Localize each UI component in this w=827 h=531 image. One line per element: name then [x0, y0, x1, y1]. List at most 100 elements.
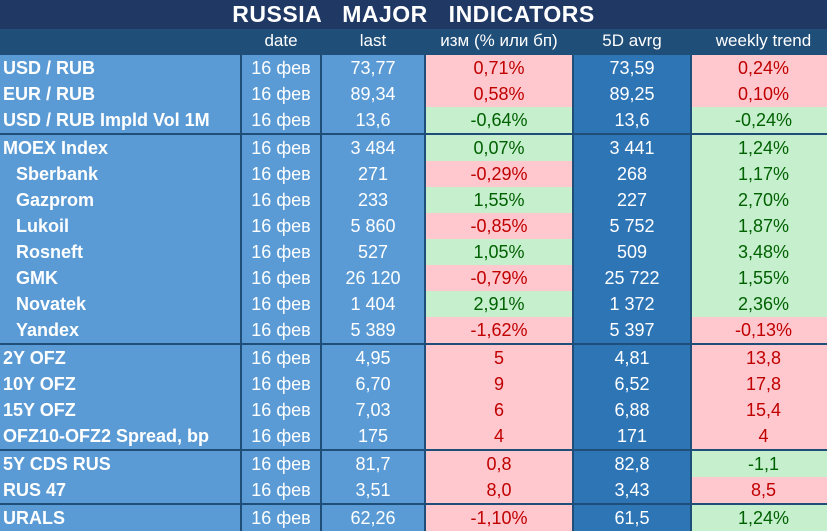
row-last: 89,34 — [322, 81, 424, 107]
row-date: 16 фев — [242, 135, 320, 161]
header-last: last — [322, 29, 424, 55]
row-weekly-trend: 0,10% — [692, 81, 827, 107]
table-row: OFZ10-OFZ2 Spread, bp 16 фев 175 4 171 4 — [0, 423, 827, 449]
table-row: MOEX Index 16 фев 3 484 0,07% 3 441 1,24% — [0, 133, 827, 161]
row-weekly-trend: 0,24% — [692, 55, 827, 81]
row-last: 26 120 — [322, 265, 424, 291]
table-row: RUS 47 16 фев 3,51 8,0 3,43 8,5 — [0, 477, 827, 503]
row-weekly-trend: -0,24% — [692, 107, 827, 133]
row-weekly-trend: 1,24% — [692, 505, 827, 531]
row-name: Novatek — [0, 291, 240, 317]
table-row: EUR / RUB 16 фев 89,34 0,58% 89,25 0,10% — [0, 81, 827, 107]
header-row: date last изм (% или бп) 5D avrg weekly … — [0, 29, 827, 55]
row-last: 7,03 — [322, 397, 424, 423]
row-5d-average: 6,52 — [574, 371, 690, 397]
row-name: USD / RUB Impld Vol 1M — [0, 107, 240, 133]
table-row: USD / RUB 16 фев 73,77 0,71% 73,59 0,24% — [0, 55, 827, 81]
row-last: 4,95 — [322, 345, 424, 371]
row-5d-average: 171 — [574, 423, 690, 449]
row-change: 0,07% — [426, 135, 572, 161]
row-last: 527 — [322, 239, 424, 265]
row-change: 5 — [426, 345, 572, 371]
row-weekly-trend: 1,55% — [692, 265, 827, 291]
row-change: -0,64% — [426, 107, 572, 133]
header-name — [0, 29, 240, 55]
table-row: 5Y CDS RUS 16 фев 81,7 0,8 82,8 -1,1 — [0, 449, 827, 477]
row-last: 233 — [322, 187, 424, 213]
header-date: date — [242, 29, 320, 55]
row-date: 16 фев — [242, 187, 320, 213]
row-weekly-trend: 15,4 — [692, 397, 827, 423]
row-5d-average: 509 — [574, 239, 690, 265]
row-change: 1,55% — [426, 187, 572, 213]
row-change: 0,71% — [426, 55, 572, 81]
row-5d-average: 227 — [574, 187, 690, 213]
table-row: GMK 16 фев 26 120 -0,79% 25 722 1,55% — [0, 265, 827, 291]
row-weekly-trend: 2,70% — [692, 187, 827, 213]
row-5d-average: 3 441 — [574, 135, 690, 161]
header-change: изм (% или бп) — [426, 29, 572, 55]
row-change: 9 — [426, 371, 572, 397]
row-date: 16 фев — [242, 477, 320, 503]
row-5d-average: 3,43 — [574, 477, 690, 503]
table-row: Sberbank 16 фев 271 -0,29% 268 1,17% — [0, 161, 827, 187]
row-change: 6 — [426, 397, 572, 423]
row-name: URALS — [0, 505, 240, 531]
row-weekly-trend: 8,5 — [692, 477, 827, 503]
table-row: URALS 16 фев 62,26 -1,10% 61,5 1,24% — [0, 503, 827, 531]
row-5d-average: 82,8 — [574, 451, 690, 477]
row-name: 5Y CDS RUS — [0, 451, 240, 477]
row-5d-average: 5 397 — [574, 317, 690, 343]
row-date: 16 фев — [242, 317, 320, 343]
table-row: USD / RUB Impld Vol 1M 16 фев 13,6 -0,64% 13… — [0, 107, 827, 133]
row-name: Rosneft — [0, 239, 240, 265]
row-change: 0,8 — [426, 451, 572, 477]
table-row: 10Y OFZ 16 фев 6,70 9 6,52 17,8 — [0, 371, 827, 397]
header-weekly-trend: weekly trend — [692, 29, 827, 55]
row-weekly-trend: 1,87% — [692, 213, 827, 239]
row-weekly-trend: -0,13% — [692, 317, 827, 343]
row-date: 16 фев — [242, 55, 320, 81]
row-name: USD / RUB — [0, 55, 240, 81]
data-rows: USD / RUB 16 фев 73,77 0,71% 73,59 0,24% EUR /… — [0, 55, 827, 531]
row-weekly-trend: 2,36% — [692, 291, 827, 317]
row-date: 16 фев — [242, 505, 320, 531]
table-row: Yandex 16 фев 5 389 -1,62% 5 397 -0,13% — [0, 317, 827, 343]
row-name: RUS 47 — [0, 477, 240, 503]
table-row: Gazprom 16 фев 233 1,55% 227 2,70% — [0, 187, 827, 213]
row-5d-average: 89,25 — [574, 81, 690, 107]
row-date: 16 фев — [242, 107, 320, 133]
row-name: 15Y OFZ — [0, 397, 240, 423]
row-date: 16 фев — [242, 371, 320, 397]
table-row: Novatek 16 фев 1 404 2,91% 1 372 2,36% — [0, 291, 827, 317]
header-5d-average: 5D avrg — [574, 29, 690, 55]
table-row: 15Y OFZ 16 фев 7,03 6 6,88 15,4 — [0, 397, 827, 423]
row-5d-average: 6,88 — [574, 397, 690, 423]
row-change: -0,29% — [426, 161, 572, 187]
row-date: 16 фев — [242, 239, 320, 265]
row-name: Gazprom — [0, 187, 240, 213]
row-5d-average: 61,5 — [574, 505, 690, 531]
row-change: -1,62% — [426, 317, 572, 343]
row-weekly-trend: 1,17% — [692, 161, 827, 187]
row-last: 5 860 — [322, 213, 424, 239]
row-weekly-trend: 1,24% — [692, 135, 827, 161]
row-change: -0,79% — [426, 265, 572, 291]
row-name: 10Y OFZ — [0, 371, 240, 397]
row-name: 2Y OFZ — [0, 345, 240, 371]
row-change: -1,10% — [426, 505, 572, 531]
row-date: 16 фев — [242, 423, 320, 449]
row-weekly-trend: 17,8 — [692, 371, 827, 397]
row-5d-average: 5 752 — [574, 213, 690, 239]
row-last: 3,51 — [322, 477, 424, 503]
row-last: 1 404 — [322, 291, 424, 317]
row-5d-average: 4,81 — [574, 345, 690, 371]
table-row: Lukoil 16 фев 5 860 -0,85% 5 752 1,87% — [0, 213, 827, 239]
table-row: 2Y OFZ 16 фев 4,95 5 4,81 13,8 — [0, 343, 827, 371]
row-change: 0,58% — [426, 81, 572, 107]
row-last: 73,77 — [322, 55, 424, 81]
row-date: 16 фев — [242, 265, 320, 291]
row-5d-average: 25 722 — [574, 265, 690, 291]
row-last: 13,6 — [322, 107, 424, 133]
